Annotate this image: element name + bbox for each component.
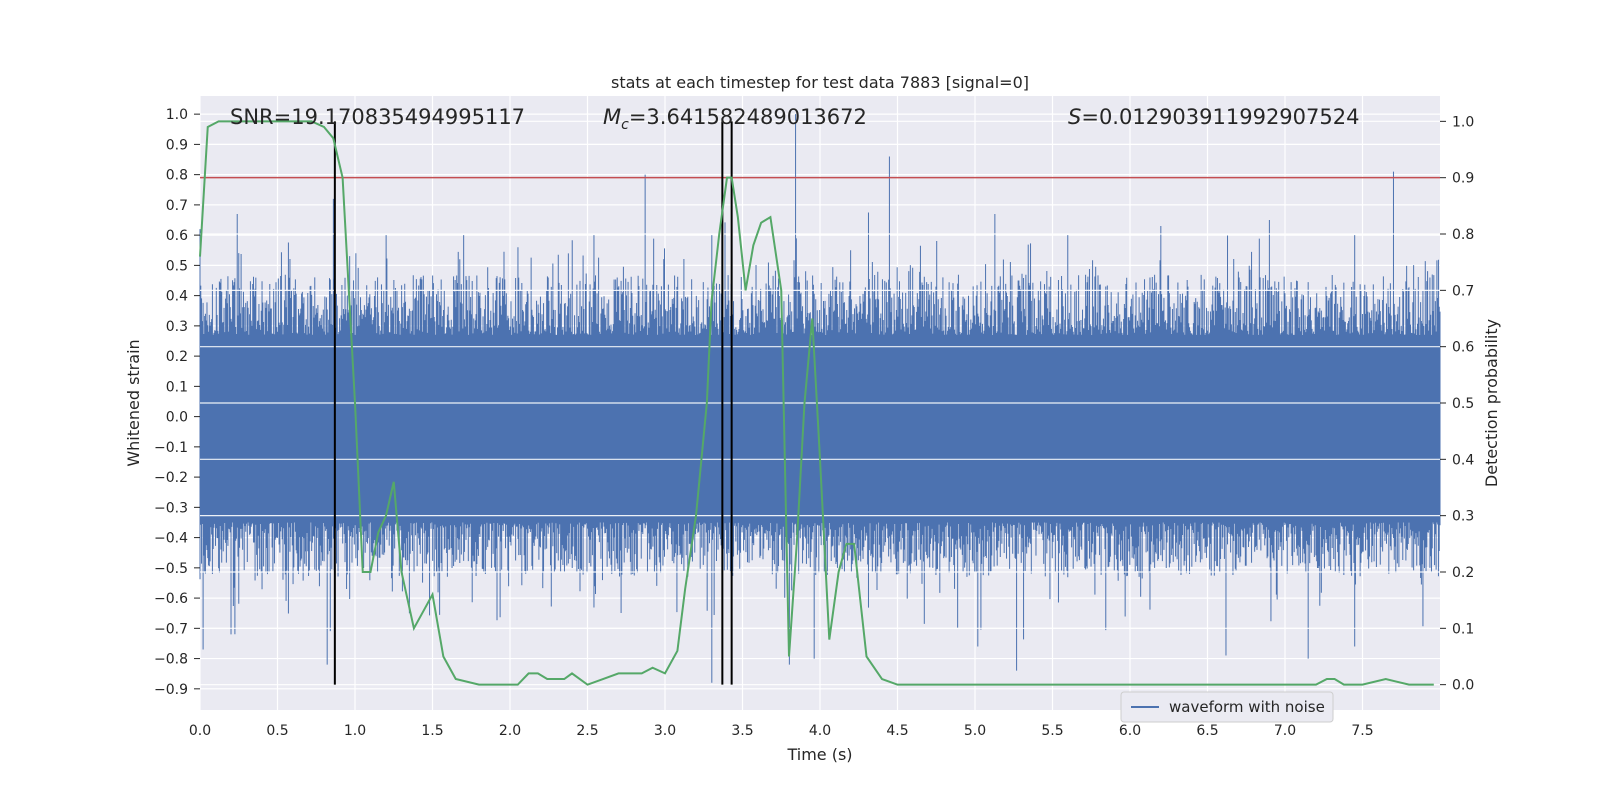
y2-tick-labels: 0.0 0.1 0.2 0.3 0.4 0.5 0.6 0.7 0.8 0.9 1.0	[1440, 114, 1474, 694]
strain-series	[199, 114, 1441, 683]
chirp-mass-value: =3.641582489013672	[629, 105, 867, 129]
s-value: =0.012903911992907524	[1081, 105, 1359, 129]
y-tick-label: 0.4	[166, 289, 188, 305]
x-axis-label: Time (s)	[786, 745, 852, 764]
x-tick-label: 0.0	[189, 723, 211, 739]
x-tick-labels: 0.0 0.5 1.0 1.5 2.0 2.5 3.0 3.5 4.0 4.5 5.0 5.5 6.0 6…	[189, 723, 1374, 739]
x-tick-label: 2.0	[499, 723, 521, 739]
y2-tick-label: 0.6	[1452, 340, 1474, 356]
probability-series	[199, 120, 1434, 686]
y-tick-label: −0.4	[154, 531, 188, 547]
y-tick-label: −0.9	[154, 682, 188, 698]
y-tick-label: 0.5	[166, 258, 188, 274]
legend: waveform with noise	[1120, 691, 1334, 723]
x-tick-label: 4.5	[886, 723, 908, 739]
y-tick-label: 0.7	[166, 198, 188, 214]
legend-box	[1120, 691, 1334, 723]
x-tick-label: 6.0	[1119, 723, 1141, 739]
x-tick-label: 4.0	[809, 723, 831, 739]
y2-tick-label: 1.0	[1452, 114, 1474, 130]
y2-tick-label: 0.0	[1452, 678, 1474, 694]
x-tick-label: 6.5	[1196, 723, 1218, 739]
y-tick-label: −0.3	[154, 500, 188, 516]
probability-line	[199, 120, 1434, 686]
y2-axis-label: Detection probability	[1482, 319, 1501, 487]
y-tick-label: 0.8	[166, 168, 188, 184]
x-tick-label: 1.5	[421, 723, 443, 739]
y-tick-label: −0.1	[154, 440, 188, 456]
x-tick-label: 0.5	[266, 723, 288, 739]
snr-annotation: SNR=19.170835494995117	[230, 105, 525, 129]
y-axis-label: Whitened strain	[124, 339, 143, 466]
y-tick-label: −0.7	[154, 621, 188, 637]
x-tick-label: 7.5	[1351, 723, 1373, 739]
y-tick-labels: −0.9 −0.8 −0.7 −0.6 −0.5 −0.4 −0.3 −0.2 −0.1 0.0 0…	[154, 107, 200, 698]
x-tick-label: 2.5	[576, 723, 598, 739]
y2-tick-label: 0.5	[1452, 396, 1474, 412]
y2-tick-label: 0.2	[1452, 565, 1474, 581]
y2-tick-label: 0.3	[1452, 509, 1474, 525]
y2-tick-label: 0.1	[1452, 621, 1474, 637]
x-tick-label: 5.0	[964, 723, 986, 739]
x-tick-label: 1.0	[344, 723, 366, 739]
y2-tick-label: 0.8	[1452, 227, 1474, 243]
x-tick-label: 3.0	[654, 723, 676, 739]
y-tick-label: 0.3	[166, 319, 188, 335]
x-tick-label: 5.5	[1041, 723, 1063, 739]
y2-tick-label: 0.9	[1452, 171, 1474, 187]
s-annotation: S=0.012903911992907524	[1068, 105, 1359, 129]
y-tick-label: 1.0	[166, 107, 188, 123]
strain-dense-band	[200, 340, 1440, 517]
chirp-mass-symbol: M	[603, 105, 621, 129]
legend-entry: waveform with noise	[1169, 698, 1325, 716]
y-tick-label: 0.6	[166, 228, 188, 244]
y-tick-label: −0.8	[154, 652, 188, 668]
y2-tick-label: 0.4	[1452, 452, 1474, 468]
y-tick-label: 0.0	[166, 410, 188, 426]
y2-tick-label: 0.7	[1452, 283, 1474, 299]
x-tick-label: 3.5	[731, 723, 753, 739]
y-tick-label: 0.2	[166, 349, 188, 365]
chirp-mass-subscript: c	[621, 117, 629, 133]
s-symbol: S	[1068, 105, 1081, 129]
chart-title: stats at each timestep for test data 788…	[611, 73, 1029, 92]
y-tick-label: −0.6	[154, 591, 188, 607]
x-tick-label: 7.0	[1274, 723, 1296, 739]
y-tick-label: 0.1	[166, 379, 188, 395]
y-tick-label: −0.2	[154, 470, 188, 486]
chirp-mass-annotation: Mc=3.641582489013672	[603, 105, 867, 133]
y-tick-label: 0.9	[166, 137, 188, 153]
y-tick-label: −0.5	[154, 561, 188, 577]
